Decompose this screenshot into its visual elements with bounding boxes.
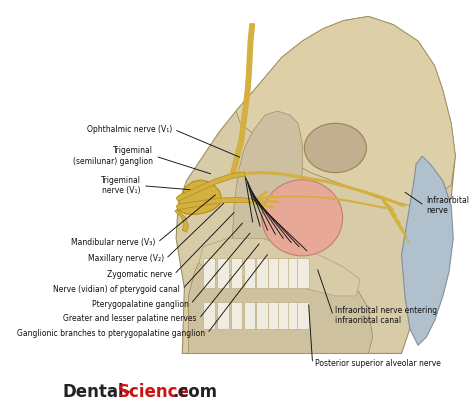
Text: Mandibular nerve (V₃): Mandibular nerve (V₃) [71, 238, 155, 247]
Polygon shape [218, 302, 229, 329]
Polygon shape [232, 111, 302, 259]
Polygon shape [401, 156, 453, 345]
Text: Science: Science [118, 383, 190, 401]
Text: Nerve (vidian) of pterygoid canal: Nerve (vidian) of pterygoid canal [54, 285, 180, 294]
Polygon shape [236, 16, 456, 206]
Polygon shape [231, 302, 242, 329]
Polygon shape [278, 258, 290, 288]
Polygon shape [288, 258, 300, 288]
Text: Maxillary nerve (V₂): Maxillary nerve (V₂) [88, 254, 164, 263]
Text: Ophthalmic nerve (V₁): Ophthalmic nerve (V₁) [87, 125, 172, 134]
Polygon shape [256, 302, 267, 329]
Text: Greater and lesser palatine nerves: Greater and lesser palatine nerves [63, 314, 197, 323]
Polygon shape [256, 258, 267, 288]
Polygon shape [278, 302, 290, 329]
Text: Posterior superior alveolar nerve: Posterior superior alveolar nerve [315, 359, 440, 368]
Polygon shape [288, 302, 300, 329]
Text: Dental-: Dental- [62, 383, 131, 401]
Text: Zygomatic nerve: Zygomatic nerve [107, 270, 172, 279]
Text: Infraorbital
nerve: Infraorbital nerve [427, 196, 469, 215]
Polygon shape [176, 197, 253, 210]
Polygon shape [231, 258, 242, 288]
Polygon shape [297, 258, 309, 288]
Polygon shape [244, 302, 255, 329]
Text: Ganglionic branches to pterygopalatine ganglion: Ganglionic branches to pterygopalatine g… [17, 329, 205, 338]
Text: .com: .com [172, 383, 217, 401]
Polygon shape [176, 16, 456, 353]
Polygon shape [297, 302, 309, 329]
Polygon shape [175, 210, 189, 232]
Polygon shape [244, 258, 255, 288]
Text: Trigeminal
nerve (V₁): Trigeminal nerve (V₁) [101, 176, 141, 196]
Ellipse shape [304, 123, 366, 173]
Polygon shape [203, 258, 215, 288]
Polygon shape [267, 258, 279, 288]
Polygon shape [176, 172, 245, 201]
Polygon shape [203, 302, 215, 329]
Polygon shape [267, 302, 279, 329]
Text: Pterygopalatine ganglion: Pterygopalatine ganglion [91, 300, 189, 309]
Polygon shape [218, 258, 229, 288]
Polygon shape [189, 247, 373, 353]
Polygon shape [177, 180, 221, 215]
Text: Trigeminal
(semilunar) ganglion: Trigeminal (semilunar) ganglion [73, 146, 153, 166]
Ellipse shape [262, 180, 343, 256]
Polygon shape [199, 238, 360, 296]
Text: Infraorbital nerve entering
infraoribtal canal: Infraorbital nerve entering infraoribtal… [335, 306, 438, 326]
